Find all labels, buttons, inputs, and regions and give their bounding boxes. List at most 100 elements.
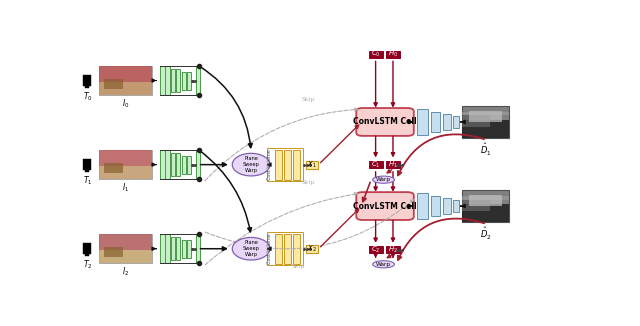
Ellipse shape [232,237,270,260]
Bar [462,112,509,115]
Bar [275,234,282,264]
Bar [99,82,152,95]
Text: ConvLSTM Cell: ConvLSTM Cell [353,201,417,211]
Bar [417,110,428,135]
Bar [292,150,300,180]
Bar [104,247,123,258]
Bar [462,196,509,200]
Ellipse shape [372,261,394,268]
Bar [165,150,170,179]
Bar [369,51,383,58]
Text: Plane
Sweep
Warp: Plane Sweep Warp [243,240,260,257]
Text: Cost Volume: Cost Volume [268,233,273,264]
Bar [172,153,175,176]
Bar [275,150,282,180]
Text: $I_1$: $I_1$ [122,182,129,194]
Bar [172,237,175,260]
Bar [86,85,90,88]
Text: $C_1$: $C_1$ [371,159,380,170]
Bar [284,234,291,264]
Text: $T_2$: $T_2$ [83,259,92,271]
Bar [386,161,400,168]
Bar [182,156,186,174]
Bar [431,196,440,216]
Bar [369,161,383,168]
Bar [462,115,490,127]
Bar [161,234,164,263]
Bar [268,148,303,181]
Bar [176,153,180,176]
Bar [176,69,180,92]
Bar [469,111,502,122]
Bar [462,106,509,138]
Bar [187,71,191,90]
Text: $I_2$: $I_2$ [122,266,129,278]
Text: $\hat{D}_1$: $\hat{D}_1$ [479,142,492,158]
Text: $H_2$: $H_2$ [388,245,398,255]
Bar [417,194,428,219]
Bar [99,234,152,250]
Bar [176,237,180,260]
Bar [443,114,451,130]
Ellipse shape [372,176,394,183]
Text: $T_1$: $T_1$ [83,175,92,187]
Text: Skip: Skip [301,180,315,185]
Text: $C_0$: $C_0$ [371,49,381,59]
Bar [165,66,170,95]
Bar [182,71,186,90]
Bar [99,234,152,263]
Bar [454,200,460,212]
Text: $X_2$: $X_2$ [307,244,317,254]
FancyBboxPatch shape [356,108,414,136]
Bar [431,112,440,132]
Bar [268,232,303,265]
Bar [462,120,509,138]
Bar [165,234,170,263]
Bar [83,243,92,254]
Bar [99,166,152,179]
Bar [196,150,200,179]
Text: $\hat{D}_2$: $\hat{D}_2$ [479,226,492,242]
Text: Skip: Skip [292,264,305,269]
Bar [462,204,509,222]
Bar [462,200,490,211]
Bar [99,150,152,166]
Bar [292,234,300,264]
Bar [443,198,451,214]
Bar [196,66,200,95]
Bar [172,69,175,92]
Bar [83,159,92,170]
Bar [104,163,123,173]
Text: $X_1$: $X_1$ [307,159,317,170]
Bar [83,75,92,86]
Text: Plane
Sweep
Warp: Plane Sweep Warp [243,156,260,173]
Bar [182,240,186,258]
Bar [187,240,191,258]
Bar [86,253,90,256]
Text: Warp: Warp [376,262,391,267]
Bar [99,66,152,95]
Text: $H_1$: $H_1$ [388,159,398,170]
FancyBboxPatch shape [356,192,414,220]
Bar [369,246,383,254]
Bar [454,116,460,128]
Bar [462,190,509,222]
Text: $H_0$: $H_0$ [388,49,398,59]
Ellipse shape [232,153,270,176]
Bar [99,150,152,179]
Bar [196,234,200,263]
Bar [306,245,317,253]
Bar [386,246,400,254]
Text: Cost Volume: Cost Volume [268,149,273,180]
Text: Skip: Skip [301,97,315,102]
Bar [161,66,164,95]
Bar [86,169,90,172]
Bar [161,150,164,179]
Text: $I_0$: $I_0$ [122,97,129,110]
Bar [469,195,502,206]
Text: $T_0$: $T_0$ [83,91,92,103]
Bar [386,51,400,58]
Text: Warp: Warp [376,177,391,182]
Text: $C_2$: $C_2$ [371,245,380,255]
Bar [99,66,152,82]
